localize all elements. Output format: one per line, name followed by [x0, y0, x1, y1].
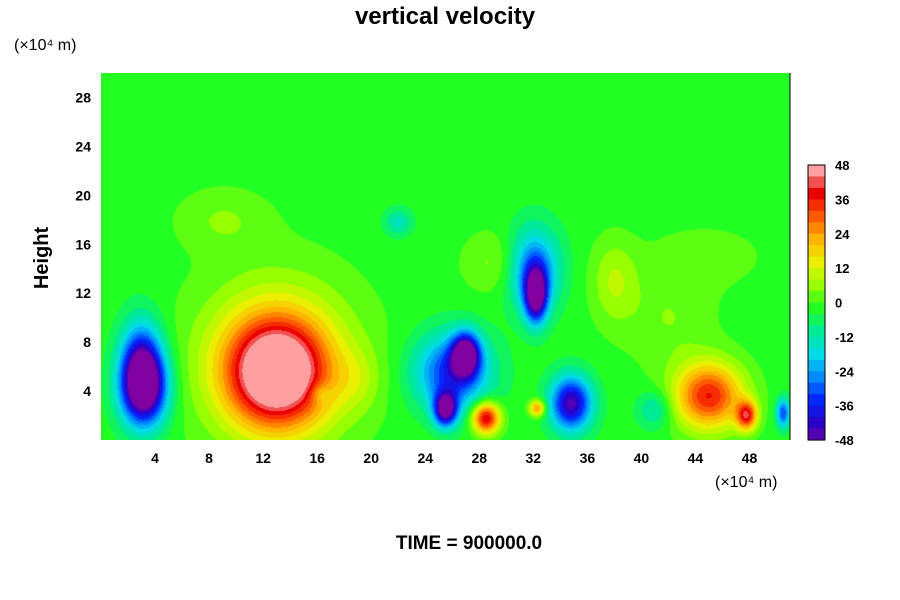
colorbar-band	[808, 313, 825, 327]
colorbar-band	[808, 187, 825, 200]
y-tick-label: 12	[75, 285, 91, 301]
x-tick-label: 36	[580, 450, 596, 466]
colorbar-band	[808, 268, 825, 281]
colorbar-tick-label: -12	[835, 330, 854, 345]
contour-field	[101, 73, 790, 440]
time-footer: TIME = 900000.0	[396, 533, 542, 554]
y-tick-label: 8	[83, 334, 91, 350]
colorbar-band	[808, 371, 825, 384]
colorbar-tick-label: -48	[835, 433, 854, 448]
y-tick-label: 28	[75, 89, 91, 105]
x-tick-label: 24	[417, 450, 433, 466]
colorbar-tick-label: 0	[835, 296, 842, 311]
y-tick-label: 16	[75, 236, 91, 252]
colorbar-tick-label: -24	[835, 364, 855, 379]
x-tick-label: 40	[634, 450, 650, 466]
colorbar-band	[808, 359, 825, 372]
colorbar-band	[808, 417, 825, 430]
plot-area	[101, 73, 791, 440]
colorbar-band	[808, 428, 825, 441]
colorbar-frame	[807, 164, 826, 441]
colorbar-tick-label: -36	[835, 399, 854, 414]
colorbar-band	[808, 382, 825, 395]
x-tick-label: 32	[526, 450, 542, 466]
colorbar-tick-label: 48	[835, 158, 849, 173]
y-axis-ticks: 4 8 12 16 20 24 28	[75, 89, 91, 399]
colorbar-band	[808, 291, 825, 304]
colorbar-band	[808, 394, 825, 407]
chart-title: vertical velocity	[355, 3, 536, 30]
x-tick-label: 16	[309, 450, 325, 466]
x-axis-ticks: 4 8 12 16 20 24 28 32 36 40 44 48	[151, 450, 757, 466]
x-tick-label: 44	[688, 450, 704, 466]
colorbar-tick-label: 36	[835, 192, 849, 207]
y-tick-label: 20	[75, 187, 91, 203]
colorbar-band	[808, 199, 825, 212]
x-tick-label: 28	[471, 450, 487, 466]
x-tick-label: 48	[742, 450, 758, 466]
x-tick-label: 12	[255, 450, 271, 466]
colorbar-band	[808, 256, 825, 269]
colorbar-band	[808, 176, 825, 189]
y-tick-label: 24	[75, 138, 91, 154]
colorbar-band	[808, 405, 825, 418]
colorbar-band	[808, 336, 825, 349]
y-axis-label: Height	[31, 227, 53, 290]
x-tick-label: 8	[205, 450, 213, 466]
colorbar-band	[808, 325, 825, 338]
colorbar-band	[808, 245, 825, 258]
colorbar-tick-label: 12	[835, 261, 849, 276]
colorbar-tick-label: 24	[835, 227, 850, 242]
x-unit-label: (×10⁴ m)	[715, 474, 777, 491]
colorbar-band	[808, 222, 825, 235]
colorbar: 48 36 24 12 0 -12 -24 -36 -48	[807, 158, 855, 448]
colorbar-band	[808, 348, 825, 361]
colorbar-band	[808, 165, 825, 178]
colorbar-band	[808, 302, 825, 315]
x-tick-label: 4	[151, 450, 159, 466]
x-tick-label: 20	[363, 450, 379, 466]
colorbar-band	[808, 233, 825, 246]
colorbar-bands	[808, 165, 825, 441]
colorbar-band	[808, 210, 825, 223]
colorbar-ticks: 48 36 24 12 0 -12 -24 -36 -48	[835, 158, 855, 448]
colorbar-band	[808, 279, 825, 292]
y-tick-label: 4	[83, 383, 91, 399]
y-unit-label: (×10⁴ m)	[14, 37, 76, 54]
